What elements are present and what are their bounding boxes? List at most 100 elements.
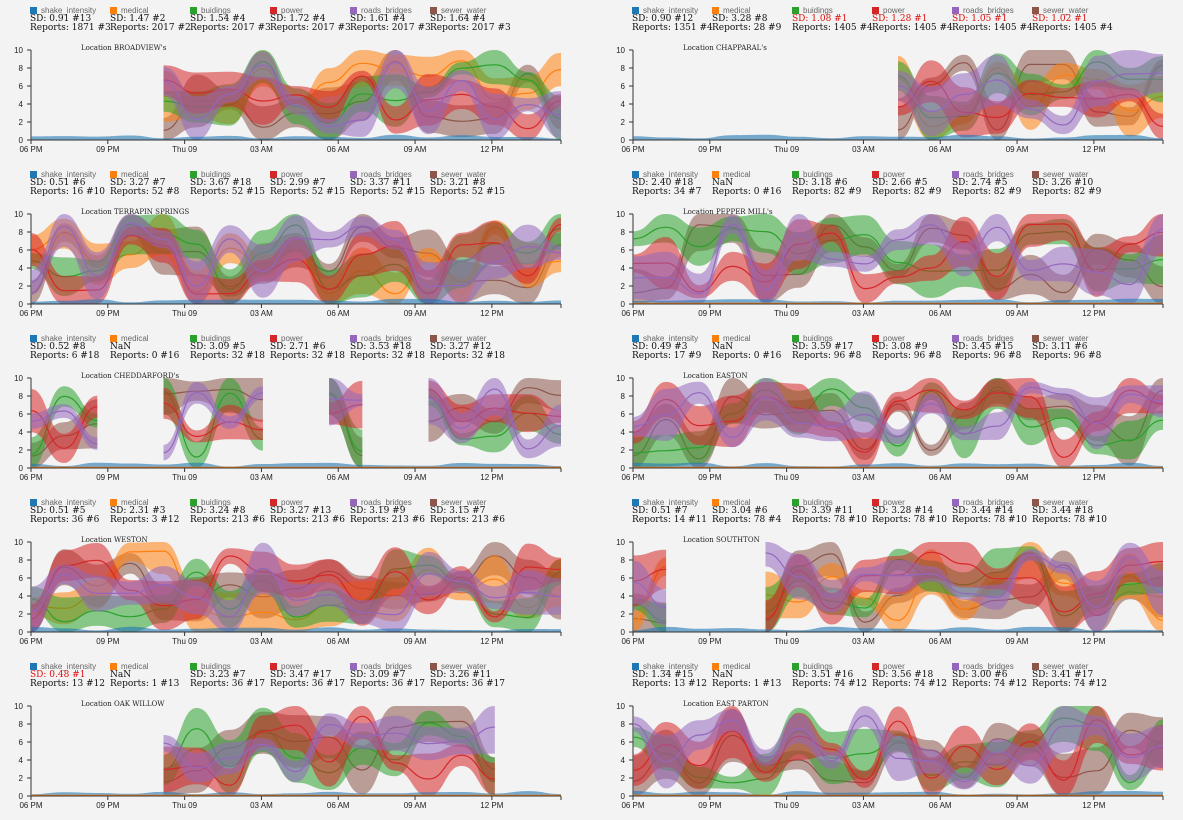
legend-item-power[interactable]: power SD: 2.71 #6 Reports: 32 #18 [270,334,360,361]
y-tick-label: 10 [14,374,23,383]
y-tick-label: 4 [621,428,626,437]
y-tick-label: 6 [19,82,24,91]
legend-series-name: medical [723,170,751,179]
legend-item-shake-intensity[interactable]: shake_intensity SD: 0.91 #13 Reports: 1871… [30,6,120,33]
legend-item-roads-bridges[interactable]: roads_bridges SD: 1.05 #1 Reports: 1405 #4 [952,6,1042,33]
legend-item-buidings[interactable]: buidings SD: 3.51 #16 Reports: 74 #12 [792,662,882,689]
legend-item-medical[interactable]: medical NaN Reports: 1 #13 [712,662,802,689]
legend-item-sewer-water[interactable]: sewer_water SD: 3.26 #11 Reports: 36 #17 [430,662,520,689]
chart-panel: shake_intensity SD: 0.91 #13 Reports: 1871… [0,0,562,164]
legend-item-buidings[interactable]: buidings SD: 3.59 #17 Reports: 96 #8 [792,334,882,361]
legend-item-roads-bridges[interactable]: roads_bridges SD: 3.53 #18 Reports: 32 #18 [350,334,440,361]
legend-sd: NaN [110,670,132,680]
legend-item-power[interactable]: power SD: 3.47 #17 Reports: 36 #17 [270,662,360,689]
legend-item-shake-intensity[interactable]: shake_intensity SD: 0.48 #1 Reports: 13 #1… [30,662,120,689]
legend-item-sewer-water[interactable]: sewer_water SD: 1.02 #1 Reports: 1405 #4 [1032,6,1122,33]
legend-item-roads-bridges[interactable]: roads_bridges SD: 3.09 #7 Reports: 36 #17 [350,662,440,689]
legend-item-medical[interactable]: medical SD: 3.27 #7 Reports: 52 #8 [110,170,200,197]
legend-item-sewer-water[interactable]: sewer_water SD: 3.44 #18 Reports: 78 #10 [1032,498,1122,525]
x-tick-label: 12 PM [1082,145,1105,154]
legend-label: roads_bridges [952,6,1042,15]
legend-item-sewer-water[interactable]: sewer_water SD: 3.41 #17 Reports: 74 #12 [1032,662,1122,689]
legend-item-shake-intensity[interactable]: shake_intensity SD: 0.51 #5 Reports: 36 #6 [30,498,120,525]
chart-svg: 0 2 4 6 8 10 Location OAK WILLOW 06 PM 09 PM Thu … [14,700,562,810]
legend-item-buidings[interactable]: buidings SD: 3.18 #6 Reports: 82 #9 [792,170,882,197]
legend-item-buidings[interactable]: buidings SD: 3.39 #11 Reports: 78 #10 [792,498,882,525]
legend-swatch [952,171,959,178]
legend-series-name: shake_intensity [643,6,699,15]
legend-item-medical[interactable]: medical SD: 2.31 #3 Reports: 3 #12 [110,498,200,525]
legend-item-buidings[interactable]: buidings SD: 3.24 #8 Reports: 213 #6 [190,498,280,525]
y-tick-label: 10 [616,210,625,219]
legend-label: roads_bridges [952,498,1042,507]
legend-item-roads-bridges[interactable]: roads_bridges SD: 3.45 #15 Reports: 96 #8 [952,334,1042,361]
legend-item-sewer-water[interactable]: sewer_water SD: 3.27 #12 Reports: 32 #18 [430,334,520,361]
chart-svg: 0 2 4 6 8 10 Location WESTON 06 PM 09 PM Thu 09 03… [14,536,562,646]
legend-series-name: buidings [803,6,833,15]
legend-item-shake-intensity[interactable]: shake_intensity SD: 0.90 #12 Reports: 1351… [632,6,722,33]
chart-panel: shake_intensity SD: 1.34 #15 Reports: 13 #… [602,656,1164,820]
legend-item-buidings[interactable]: buidings SD: 1.08 #1 Reports: 1405 #4 [792,6,882,33]
x-tick-label: 12 PM [1082,473,1105,482]
legend-item-buidings[interactable]: buidings SD: 3.23 #7 Reports: 36 #17 [190,662,280,689]
legend-item-shake-intensity[interactable]: shake_intensity SD: 0.51 #7 Reports: 14 #1… [632,498,722,525]
legend-sd: SD: 3.28 #14 [872,506,934,516]
y-tick-label: 2 [19,118,24,127]
legend-reports: Reports: 2017 #2 [110,23,191,33]
legend-sd: SD: 3.08 #9 [872,342,928,352]
legend-item-buidings[interactable]: buidings SD: 3.09 #5 Reports: 32 #18 [190,334,280,361]
legend-item-power[interactable]: power SD: 3.56 #18 Reports: 74 #12 [872,662,962,689]
legend-series-name: medical [723,334,751,343]
legend-swatch [110,663,117,670]
legend-item-power[interactable]: power SD: 2.99 #7 Reports: 52 #15 [270,170,360,197]
legend-item-buidings[interactable]: buidings SD: 1.54 #4 Reports: 2017 #3 [190,6,280,33]
legend-reports: Reports: 52 #15 [430,187,506,197]
legend-item-medical[interactable]: medical NaN Reports: 0 #16 [712,334,802,361]
legend-item-roads-bridges[interactable]: roads_bridges SD: 1.61 #4 Reports: 2017 #3 [350,6,440,33]
legend-item-power[interactable]: power SD: 1.28 #1 Reports: 1405 #4 [872,6,962,33]
legend-item-power[interactable]: power SD: 3.28 #14 Reports: 78 #10 [872,498,962,525]
legend-item-medical[interactable]: medical SD: 3.28 #8 Reports: 28 #9 [712,6,802,33]
x-tick-label: Thu 09 [172,309,197,318]
legend-item-power[interactable]: power SD: 2.66 #5 Reports: 82 #9 [872,170,962,197]
legend-item-power[interactable]: power SD: 1.72 #4 Reports: 2017 #3 [270,6,360,33]
legend-item-roads-bridges[interactable]: roads_bridges SD: 3.37 #11 Reports: 52 #15 [350,170,440,197]
legend-label: roads_bridges [350,498,440,507]
legend-item-sewer-water[interactable]: sewer_water SD: 3.26 #10 Reports: 82 #9 [1032,170,1122,197]
series-band-power [163,706,495,796]
legend-item-sewer-water[interactable]: sewer_water SD: 3.21 #8 Reports: 52 #15 [430,170,520,197]
legend-item-roads-bridges[interactable]: roads_bridges SD: 2.74 #5 Reports: 82 #9 [952,170,1042,197]
legend-item-medical[interactable]: medical SD: 3.04 #6 Reports: 78 #4 [712,498,802,525]
legend-item-roads-bridges[interactable]: roads_bridges SD: 3.19 #9 Reports: 213 #6 [350,498,440,525]
legend-item-medical[interactable]: medical SD: 1.47 #2 Reports: 2017 #2 [110,6,200,33]
legend-sd: SD: 1.47 #2 [110,14,166,24]
legend-sd: NaN [712,178,734,188]
legend-item-sewer-water[interactable]: sewer_water SD: 1.64 #4 Reports: 2017 #3 [430,6,520,33]
legend-item-sewer-water[interactable]: sewer_water SD: 3.11 #6 Reports: 96 #8 [1032,334,1122,361]
legend-item-shake-intensity[interactable]: shake_intensity SD: 1.34 #15 Reports: 13 #… [632,662,722,689]
legend-series-name: shake_intensity [643,498,699,507]
legend-series-name: power [281,498,303,507]
legend-series-name: roads_bridges [361,170,412,179]
legend-label: sewer_water [430,662,520,671]
legend-item-roads-bridges[interactable]: roads_bridges SD: 3.44 #14 Reports: 78 #10 [952,498,1042,525]
legend-reports: Reports: 96 #8 [872,351,942,361]
legend-item-shake-intensity[interactable]: shake_intensity SD: 0.52 #8 Reports: 6 #18 [30,334,120,361]
legend-item-buidings[interactable]: buidings SD: 3.67 #18 Reports: 52 #15 [190,170,280,197]
legend-item-power[interactable]: power SD: 3.27 #13 Reports: 213 #6 [270,498,360,525]
legend-item-power[interactable]: power SD: 3.08 #9 Reports: 96 #8 [872,334,962,361]
legend-sd: SD: 3.44 #14 [952,506,1014,516]
chart-title: Location BROADVIEW's [81,44,167,52]
legend-item-shake-intensity[interactable]: shake_intensity SD: 0.49 #3 Reports: 17 #9 [632,334,722,361]
legend-item-medical[interactable]: medical NaN Reports: 0 #16 [110,334,200,361]
legend-sd: SD: 3.00 #6 [952,670,1008,680]
legend-swatch [430,171,437,178]
legend-item-medical[interactable]: medical NaN Reports: 1 #13 [110,662,200,689]
legend-item-sewer-water[interactable]: sewer_water SD: 3.15 #7 Reports: 213 #6 [430,498,520,525]
legend-swatch [30,499,37,506]
legend-item-roads-bridges[interactable]: roads_bridges SD: 3.00 #6 Reports: 74 #12 [952,662,1042,689]
legend-item-shake-intensity[interactable]: shake_intensity SD: 2.40 #18 Reports: 34 #… [632,170,722,197]
legend-item-shake-intensity[interactable]: shake_intensity SD: 0.51 #6 Reports: 16 #1… [30,170,120,197]
legend-item-medical[interactable]: medical NaN Reports: 0 #16 [712,170,802,197]
y-tick-label: 10 [14,702,23,711]
